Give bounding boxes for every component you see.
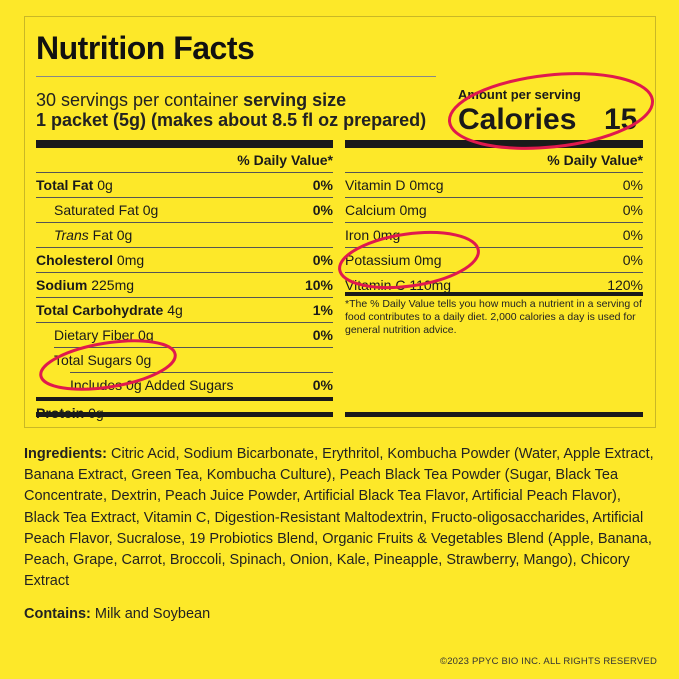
divider [54,347,333,348]
nutrient-dv: 0% [312,252,333,268]
divider [345,247,643,248]
nutrient-row: Total Carbohydrate 4g 1% [36,298,333,322]
nutrition-panel [24,16,656,428]
vitamin-dv: 120% [607,277,643,293]
thick-rule-right [345,140,643,148]
nutrient-row: Cholesterol 0mg 0% [36,248,333,272]
left-nutrient-table: % Daily Value* Total Fat 0g 0% Saturated… [36,148,333,425]
nutrient-row: Trans Fat 0g [36,223,333,247]
divider [36,222,333,223]
nutrient-dv: 0% [312,327,333,343]
nutrient-name: Dietary Fiber [54,327,135,343]
divider [36,297,333,298]
daily-value-header-right: % Daily Value* [547,152,643,168]
nutrient-amount: Fat 0g [92,227,133,243]
divider [70,372,333,373]
vitamin-name: Vitamin D 0mcg [345,177,444,193]
calories-highlight-circle [447,72,655,150]
contains-label: Contains: [24,606,91,622]
divider [36,172,333,173]
nutrient-name: Total Carbohydrate [36,302,164,318]
divider [36,272,333,273]
contains-text: Milk and Soybean [94,606,211,622]
right-nutrient-table: % Daily Value* Vitamin D 0mcg 0% Calcium… [345,148,643,297]
nutrient-row: Dietary Fiber 0g 0% [36,323,333,347]
nutrient-name: Includes 0g Added Sugars [70,377,234,393]
ingredients-text: Citric Acid, Sodium Bicarbonate, Erythri… [24,446,654,590]
vitamin-row: Vitamin D 0mcg 0% [345,173,643,197]
calories-label: Calories [458,103,577,136]
nutrient-row: Saturated Fat 0g 0% [36,198,333,222]
vitamin-row: Potassium 0mg 0% [345,248,643,272]
divider [36,322,333,323]
divider [36,247,333,248]
amount-per-serving: Amount per serving [458,87,581,102]
daily-value-header: % Daily Value* [237,152,333,168]
thick-rule-left [36,140,333,148]
vitamin-name: Vitamin C 110mg [345,277,452,293]
nutrient-amount: 225mg [91,277,135,293]
nutrient-amount: 0g [138,327,154,343]
nutrient-dv: 0% [312,177,333,193]
nutrient-name: Saturated Fat [54,202,139,218]
divider [36,197,333,198]
vitamin-dv: 0% [622,202,643,218]
copyright: ©2023 PPYC BIO INC. ALL RIGHTS RESERVED [440,656,658,667]
sugars-highlight-circle [39,339,177,391]
vitamin-name: Potassium 0mg [345,252,442,268]
nutrient-dv: 10% [304,277,333,293]
nutrient-row: Total Sugars 0g [36,348,333,372]
footnote-rule [345,292,643,296]
nutrient-amount: 4g [167,302,183,318]
contains-block: Contains: Milk and Soybean [24,606,210,622]
divider [345,172,643,173]
nutrient-name: Total Fat [36,177,94,193]
nutrient-amount: 0mg [116,252,145,268]
nutrient-name: Sodium [36,277,88,293]
ingredients-block: Ingredients: Citric Acid, Sodium Bicarbo… [24,444,656,592]
bottom-rule-right [345,412,643,417]
nutrient-name: Trans [54,227,89,243]
nutrient-row: Includes 0g Added Sugars 0% [36,373,333,397]
servings-per-container: 30 servings per container [36,90,239,110]
title-rule [36,76,436,77]
servings-block: 30 servings per container serving size 1… [36,90,426,130]
vitamin-row: Calcium 0mg 0% [345,198,643,222]
potassium-highlight-circle [338,230,480,290]
nutrient-amount: 0g [97,177,113,193]
label-title: Nutrition Facts [36,30,255,66]
nutrient-dv: 0% [312,202,333,218]
divider [345,272,643,273]
nutrient-amount: 0g [135,352,152,368]
ingredients-label: Ingredients: [24,446,107,462]
divider [345,197,643,198]
nutrient-amount: 0g [142,202,159,218]
vitamin-dv: 0% [622,252,643,268]
serving-size-label: serving size [243,90,347,110]
serving-size-value: 1 packet (5g) (makes about 8.5 fl oz pre… [36,110,427,130]
nutrient-dv: 1% [312,302,333,318]
vitamin-row: Vitamin C 110mg 120% [345,273,643,297]
daily-value-footnote: *The % Daily Value tells you how much a … [345,298,642,336]
nutrient-name: Total Sugars [54,352,132,368]
vitamin-name: Calcium 0mg [345,202,427,218]
vitamin-dv: 0% [622,177,643,193]
vitamin-dv: 0% [622,227,643,243]
divider [345,222,643,223]
bottom-rule-left [36,412,333,417]
divider [36,397,333,401]
nutrient-row: Total Fat 0g 0% [36,173,333,197]
nutrient-name: Cholesterol [36,252,114,268]
nutrient-dv: 0% [312,377,333,393]
nutrient-row: Sodium 225mg 10% [36,273,333,297]
